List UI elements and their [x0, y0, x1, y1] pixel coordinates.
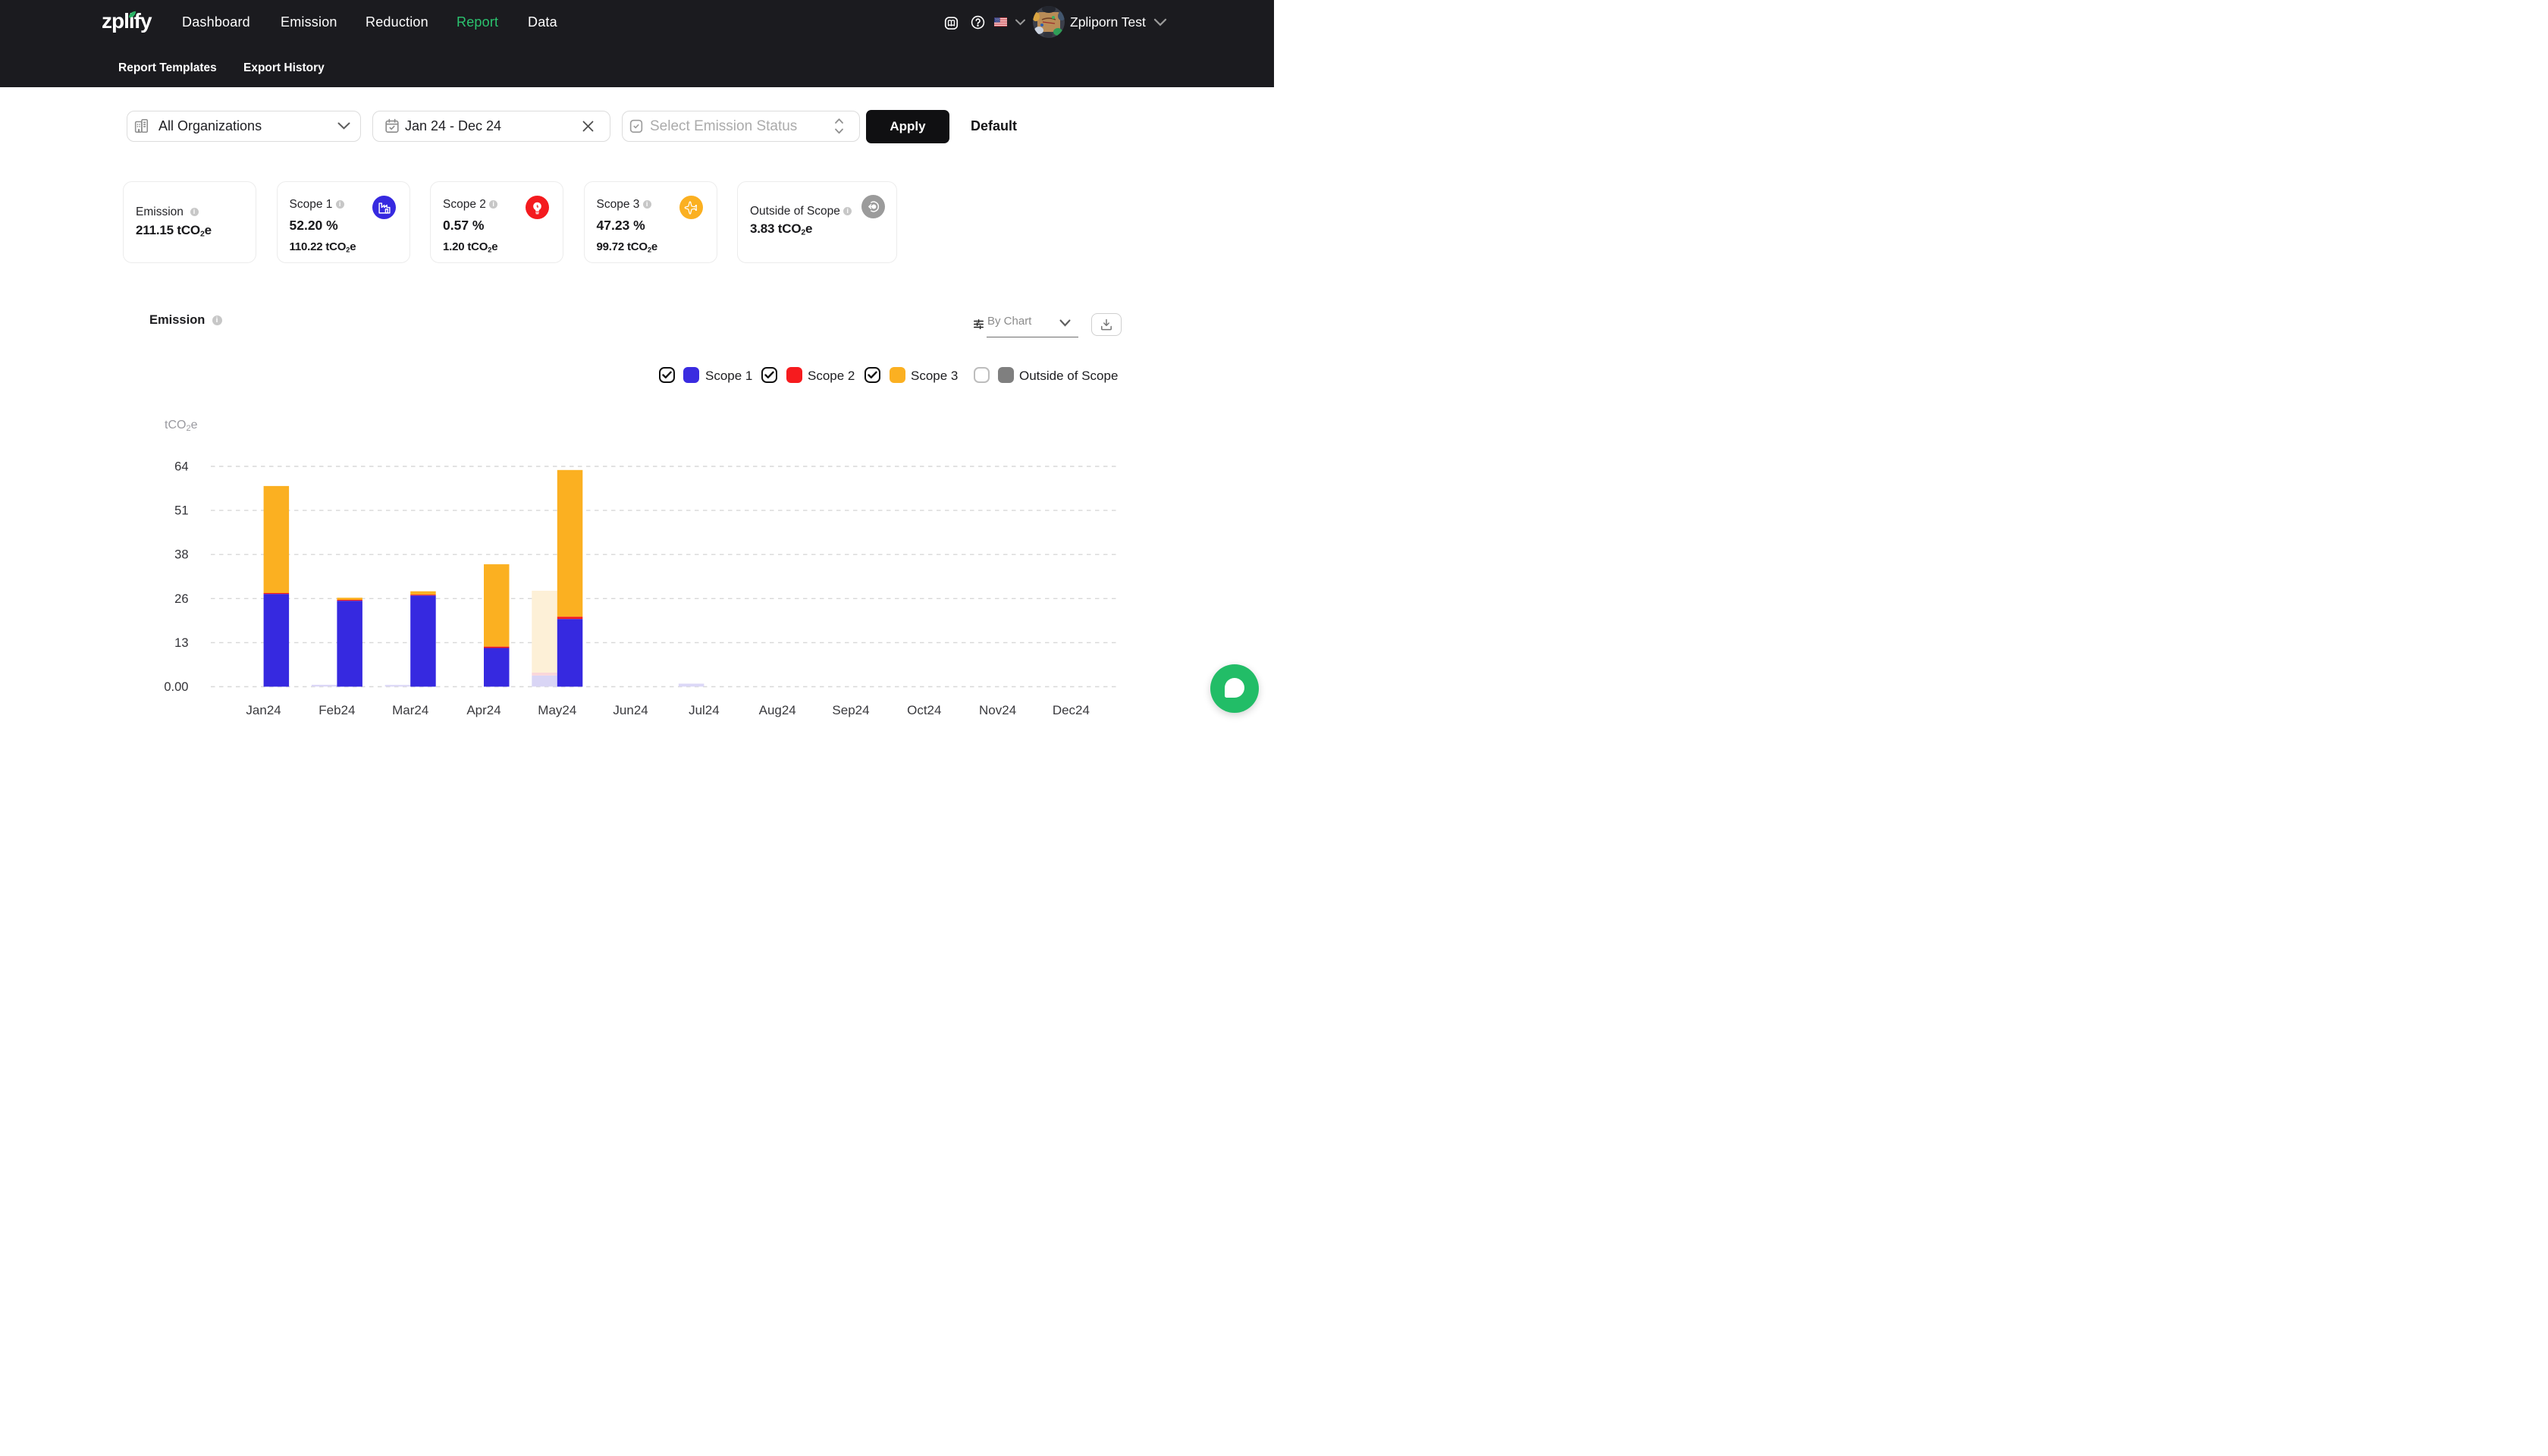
svg-text:May24: May24	[538, 703, 576, 717]
svg-text:38: 38	[174, 548, 188, 562]
svg-text:tCO2e: tCO2e	[165, 419, 198, 433]
svg-text:Oct24: Oct24	[907, 703, 941, 717]
svg-text:26: 26	[174, 592, 188, 606]
svg-text:64: 64	[174, 460, 188, 474]
svg-text:Apr24: Apr24	[466, 703, 500, 717]
svg-text:Feb24: Feb24	[318, 703, 355, 717]
svg-text:0.00: 0.00	[164, 680, 188, 694]
svg-text:51: 51	[174, 504, 188, 518]
svg-text:Aug24: Aug24	[759, 703, 796, 717]
svg-text:13: 13	[174, 636, 188, 650]
svg-text:Mar24: Mar24	[392, 703, 428, 717]
svg-text:Dec24: Dec24	[1053, 703, 1090, 717]
svg-text:Jun24: Jun24	[613, 703, 648, 717]
svg-text:Jan24: Jan24	[246, 703, 281, 717]
svg-text:Jul24: Jul24	[689, 703, 720, 717]
svg-text:Nov24: Nov24	[979, 703, 1016, 717]
svg-text:Sep24: Sep24	[832, 703, 869, 717]
